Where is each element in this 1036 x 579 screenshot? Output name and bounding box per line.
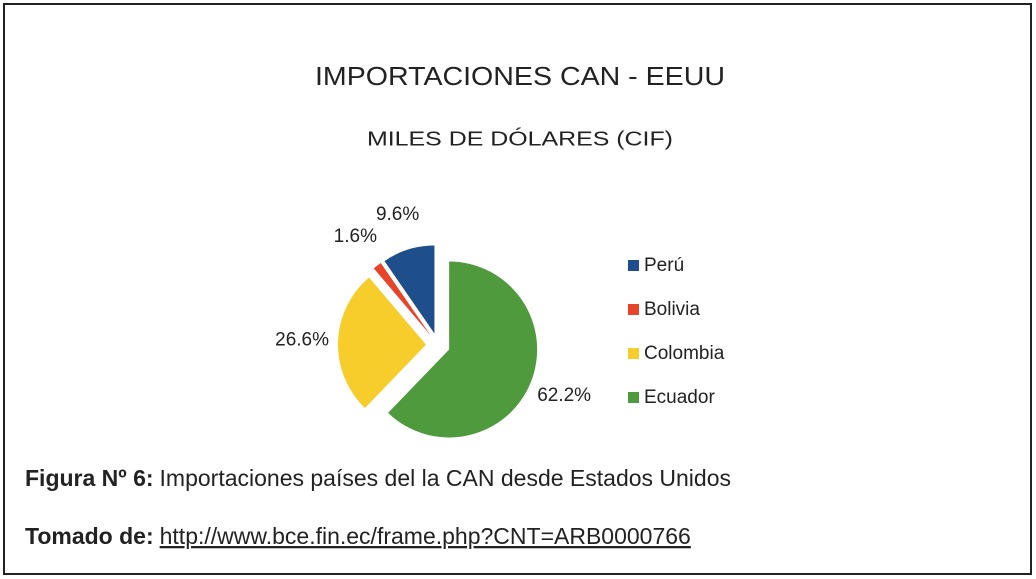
- data-label: 1.6%: [334, 226, 377, 247]
- pie-slice: [388, 261, 538, 438]
- caption-text: Importaciones países del la CAN desde Es…: [160, 465, 731, 491]
- pie-slice: [338, 277, 427, 409]
- data-label: 26.6%: [275, 330, 329, 351]
- legend-swatch: [628, 304, 639, 315]
- source: Tomado de: http://www.bce.fin.ec/frame.ph…: [25, 523, 691, 549]
- data-label: 9.6%: [376, 204, 419, 225]
- legend-swatch: [628, 260, 639, 271]
- legend-label: Colombia: [644, 343, 725, 364]
- caption: Figura Nº 6: Importaciones países del la …: [25, 465, 731, 491]
- caption-label: Figura Nº 6:: [25, 465, 154, 491]
- source-label: Tomado de:: [25, 523, 154, 549]
- frame: [3, 3, 1032, 575]
- pie-slice: [373, 263, 431, 336]
- legend-swatch: [628, 392, 639, 403]
- legend-label: Perú: [644, 255, 684, 276]
- chart-title: IMPORTACIONES CAN - EEUU: [315, 61, 725, 91]
- legend-label: Bolivia: [644, 299, 700, 320]
- source-url: http://www.bce.fin.ec/frame.php?CNT=ARB0…: [160, 523, 691, 549]
- legend-label: Ecuador: [644, 387, 715, 408]
- pie-slice: [384, 245, 435, 334]
- chart-subtitle: MILES DE DÓLARES (CIF): [367, 127, 673, 150]
- data-label: 62.2%: [537, 385, 591, 406]
- legend-swatch: [628, 348, 639, 359]
